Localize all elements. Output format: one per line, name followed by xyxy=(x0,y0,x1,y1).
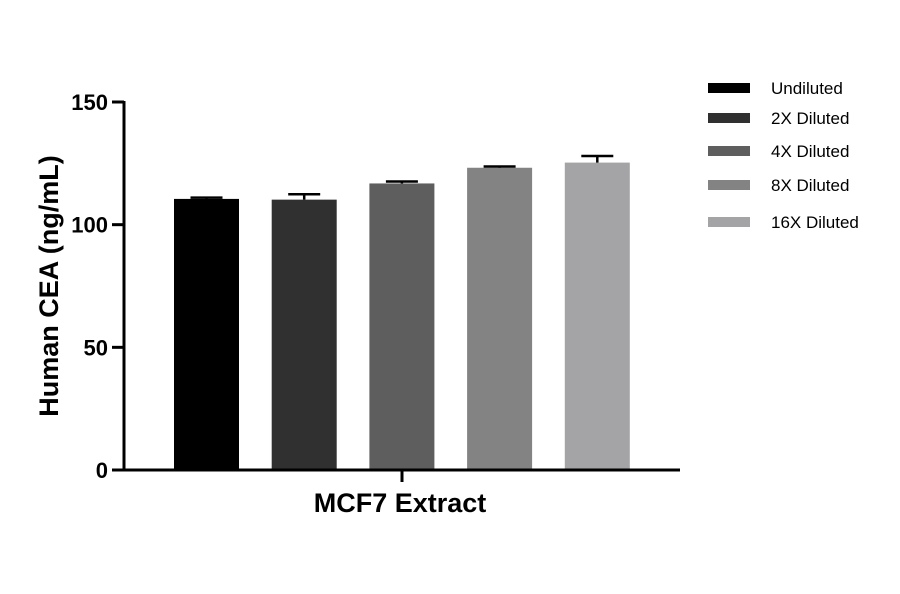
y-tick-label: 150 xyxy=(71,90,108,115)
y-tick-label: 100 xyxy=(71,213,108,238)
legend-swatch xyxy=(708,83,750,93)
x-axis-title: MCF7 Extract xyxy=(314,488,487,518)
legend-swatch xyxy=(708,113,750,123)
legend-label: 4X Diluted xyxy=(771,142,849,161)
legend-swatch xyxy=(708,217,750,227)
legend-label: 8X Diluted xyxy=(771,176,849,195)
legend-swatch xyxy=(708,180,750,190)
legend: Undiluted 2X Diluted 4X Diluted 8X Diluted 1… xyxy=(708,79,859,232)
bar-16x-diluted xyxy=(564,162,630,470)
x-axis xyxy=(112,468,680,482)
y-axis: 0 50 100 150 xyxy=(71,90,126,483)
legend-label: 2X Diluted xyxy=(771,109,849,128)
bar-4x-diluted xyxy=(369,183,435,470)
y-axis-title: Human CEA (ng/mL) xyxy=(34,155,64,416)
y-tick-label: 50 xyxy=(84,335,108,360)
bar-2x-diluted xyxy=(271,199,337,470)
legend-label: Undiluted xyxy=(771,79,843,98)
legend-swatch xyxy=(708,146,750,156)
legend-label: 16X Diluted xyxy=(771,213,859,232)
y-tick-label: 0 xyxy=(96,458,108,483)
bar-undiluted xyxy=(174,198,239,470)
bar-8x-diluted xyxy=(467,167,533,470)
plot-area xyxy=(174,154,630,470)
